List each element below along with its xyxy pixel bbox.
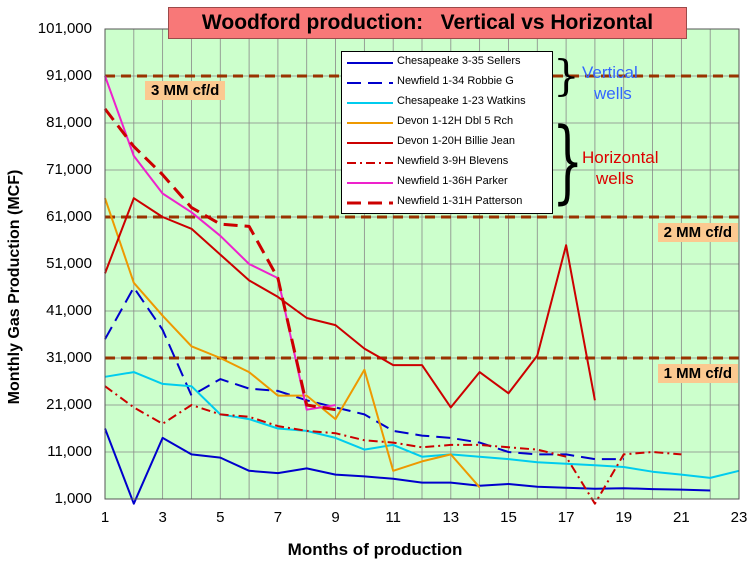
legend-entry: Chesapeake 3-35 Sellers [342, 55, 554, 71]
series-line [103, 107, 336, 412]
x-tick-label: 3 [158, 509, 167, 526]
y-tick-label: 31,000 [46, 349, 92, 366]
y-tick-label: 1,000 [54, 490, 92, 507]
series-line [104, 197, 596, 409]
legend-swatch [347, 142, 393, 144]
legend-label: Newfield 1-31H Patterson [397, 195, 523, 207]
legend-label: Chesapeake 3-35 Sellers [397, 55, 521, 67]
reference-label: 3 MM cf/d [145, 81, 226, 100]
horizontal-wells-label-line-2: wells [596, 169, 634, 188]
x-tick-label: 21 [673, 509, 690, 526]
x-tick-label: 17 [557, 509, 575, 526]
legend-label: Newfield 3-9H Blevens [397, 155, 509, 167]
series-line [104, 371, 740, 479]
legend-swatch [347, 162, 393, 164]
legend-entry: Devon 1-12H Dbl 5 Rch [342, 115, 554, 131]
vertical-wells-label-line-2: wells [594, 84, 632, 103]
legend: Chesapeake 3-35 Sellers Newfield 1-34 Rob… [341, 51, 553, 214]
x-tick-label: 1 [100, 509, 110, 526]
x-tick-label: 5 [216, 509, 225, 526]
legend-entry: Chesapeake 1-23 Watkins [342, 95, 554, 111]
legend-label: Chesapeake 1-23 Watkins [397, 95, 526, 107]
legend-swatch [347, 62, 393, 64]
legend-label: Devon 1-12H Dbl 5 Rch [397, 115, 514, 127]
y-tick-label: 11,000 [47, 443, 92, 460]
x-tick-label: 13 [442, 509, 460, 526]
legend-swatch [347, 201, 393, 205]
legend-entry: Newfield 3-9H Blevens [342, 155, 554, 171]
horizontal-wells-brace: } [552, 109, 584, 214]
legend-swatch [347, 122, 393, 124]
y-tick-label: 61,000 [46, 208, 92, 225]
legend-label: Newfield 1-36H Parker [397, 175, 508, 187]
legend-label: Newfield 1-34 Robbie G [397, 75, 514, 87]
legend-swatch [347, 82, 393, 84]
reference-label: 1 MM cf/d [657, 364, 738, 383]
legend-label: Devon 1-20H Billie Jean [397, 135, 516, 147]
series-line [104, 286, 624, 461]
y-tick-label: 41,000 [46, 302, 92, 319]
x-tick-label: 9 [331, 509, 340, 526]
legend-entry: Newfield 1-36H Parker [342, 175, 554, 191]
y-tick-label: 51,000 [46, 255, 92, 272]
legend-entry: Devon 1-20H Billie Jean [342, 135, 554, 151]
x-tick-label: 7 [273, 509, 283, 526]
series-line [104, 197, 481, 488]
horizontal-wells-label-line-1: Horizontal [582, 148, 659, 167]
vertical-wells-brace: } [553, 51, 580, 100]
series-line [104, 428, 711, 505]
grid-lines [104, 28, 740, 500]
series-line [104, 385, 682, 505]
horizontal-wells-label: Horizontal wells [582, 147, 659, 189]
legend-swatch [347, 182, 393, 184]
series-lines [103, 75, 740, 505]
legend-entry: Newfield 1-34 Robbie G [342, 75, 554, 91]
chart-title: Woodford production: Vertical vs Horizon… [168, 7, 687, 39]
reference-label: 2 MM cf/d [657, 223, 738, 242]
y-tick-label: 101,000 [37, 20, 92, 37]
x-axis-label: Months of production [287, 540, 463, 559]
x-tick-label: 19 [615, 509, 633, 526]
x-tick-label: 15 [500, 509, 517, 526]
vertical-wells-label-line-1: Vertical [582, 63, 638, 82]
vertical-wells-label: Vertical wells [582, 62, 638, 104]
x-tick-label: 11 [385, 509, 401, 526]
y-tick-label: 71,000 [46, 161, 92, 178]
legend-swatch [347, 102, 393, 104]
legend-entry: Newfield 1-31H Patterson [342, 195, 554, 211]
y-tick-label: 21,000 [46, 396, 92, 413]
x-tick-label: 23 [730, 509, 748, 526]
y-axis-label: Monthly Gas Production (MCF) [6, 169, 23, 405]
y-tick-label: 81,000 [46, 114, 92, 131]
y-tick-label: 91,000 [46, 67, 92, 84]
